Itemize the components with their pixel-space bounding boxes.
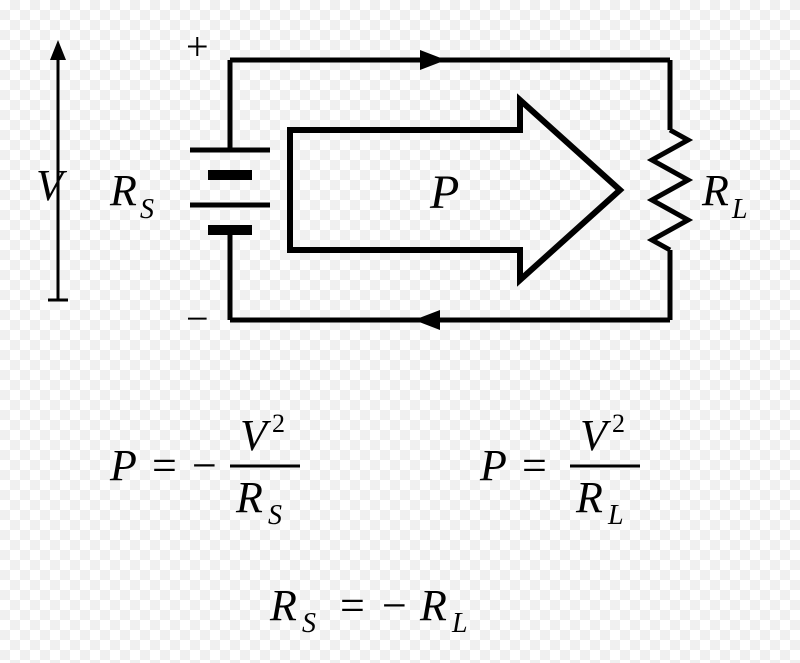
circuit-diagram: V + − R S R L P bbox=[0, 0, 800, 663]
svg-text:R: R bbox=[109, 166, 137, 215]
svg-text:S: S bbox=[140, 194, 154, 225]
svg-text:V: V bbox=[240, 411, 272, 460]
minus-label: − bbox=[186, 296, 209, 341]
battery bbox=[190, 60, 270, 320]
top-wire bbox=[230, 50, 670, 70]
equation-right: P = V 2 R L bbox=[479, 409, 640, 531]
svg-text:R: R bbox=[269, 581, 297, 630]
equation-bottom: R S = − R L bbox=[269, 581, 468, 639]
plus-label: + bbox=[186, 24, 209, 69]
power-label: P bbox=[429, 166, 459, 219]
svg-text:=: = bbox=[152, 441, 177, 490]
svg-text:R: R bbox=[701, 166, 729, 215]
bottom-wire bbox=[230, 310, 670, 330]
svg-text:R: R bbox=[575, 473, 603, 522]
load-resistor bbox=[652, 60, 688, 320]
svg-text:L: L bbox=[607, 500, 624, 531]
svg-text:−: − bbox=[192, 441, 217, 490]
svg-text:2: 2 bbox=[612, 409, 625, 438]
source-resistance-label: R S bbox=[109, 166, 154, 225]
svg-text:S: S bbox=[268, 500, 282, 531]
svg-text:=: = bbox=[340, 581, 365, 630]
svg-text:=: = bbox=[522, 441, 547, 490]
equation-left: P = − V 2 R S bbox=[109, 409, 300, 531]
svg-text:S: S bbox=[302, 608, 316, 639]
svg-text:P: P bbox=[479, 441, 507, 490]
svg-text:R: R bbox=[235, 473, 263, 522]
svg-text:R: R bbox=[419, 581, 447, 630]
svg-text:L: L bbox=[451, 608, 468, 639]
voltage-label: V bbox=[36, 161, 68, 210]
svg-text:L: L bbox=[731, 194, 748, 225]
svg-text:V: V bbox=[580, 411, 612, 460]
load-resistance-label: R L bbox=[701, 166, 748, 225]
svg-text:2: 2 bbox=[272, 409, 285, 438]
svg-text:−: − bbox=[382, 581, 407, 630]
svg-text:P: P bbox=[109, 441, 137, 490]
